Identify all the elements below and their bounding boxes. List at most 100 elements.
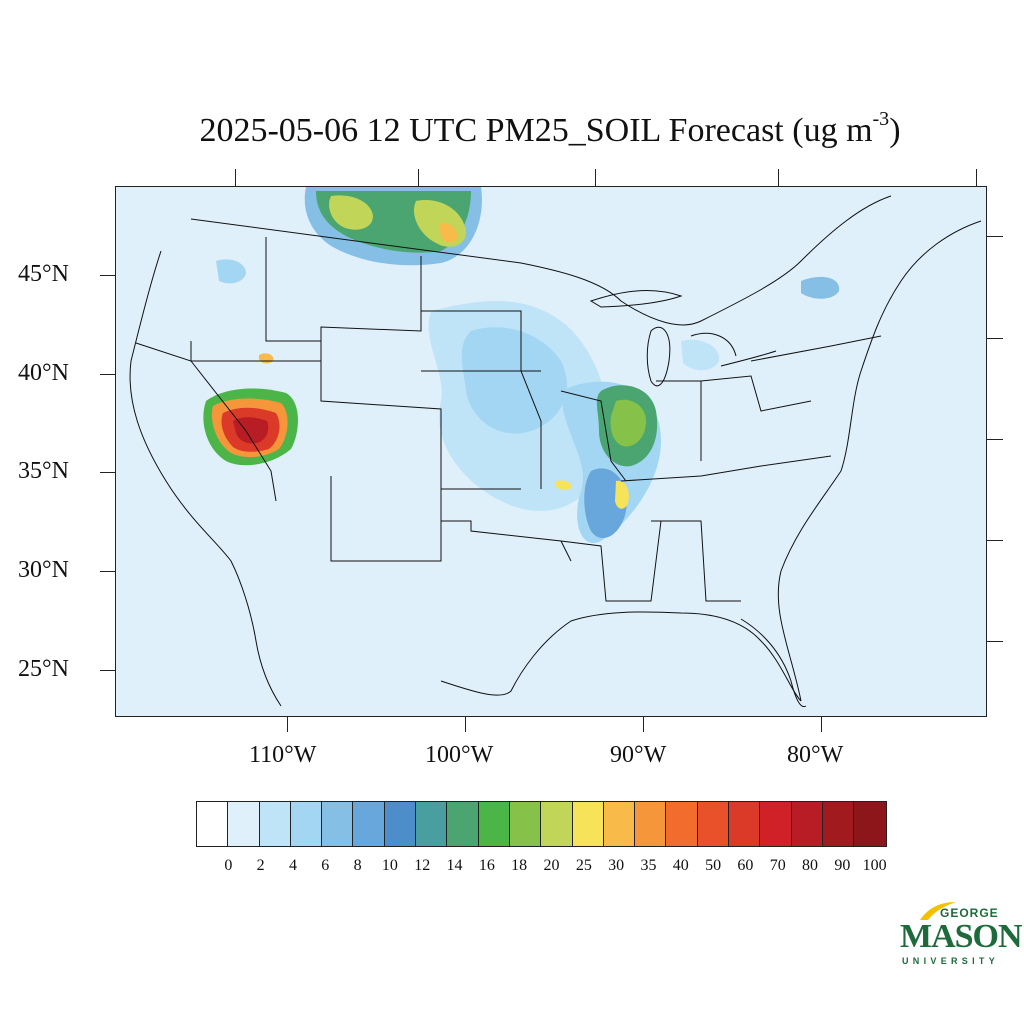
colorbar-label: 2 bbox=[256, 857, 265, 874]
great-lake-superior bbox=[589, 290, 683, 308]
state-line bbox=[135, 342, 277, 502]
state-line bbox=[320, 341, 521, 490]
colorbar-swatch bbox=[290, 802, 323, 846]
top-tick bbox=[778, 169, 779, 186]
colorbar-label: 60 bbox=[737, 857, 754, 874]
plume-utah-small bbox=[259, 353, 274, 364]
state-line bbox=[651, 520, 741, 602]
lon-label-80w: 80°W bbox=[787, 742, 844, 768]
lat-label-35n: 35°N bbox=[18, 458, 69, 484]
top-tick bbox=[595, 169, 596, 186]
left-tick bbox=[100, 472, 115, 473]
colorbar-label: 100 bbox=[862, 857, 887, 874]
right-tick bbox=[987, 540, 1003, 541]
colorbar-swatch bbox=[416, 802, 448, 846]
plume-oregon bbox=[216, 259, 246, 284]
left-tick bbox=[100, 275, 115, 276]
map-panel bbox=[115, 186, 987, 717]
colorbar-swatch bbox=[822, 802, 855, 846]
florida bbox=[740, 618, 807, 708]
logo-line1: GEORGE bbox=[940, 906, 999, 920]
colorbar-swatch bbox=[572, 802, 604, 846]
boundaries bbox=[129, 195, 982, 708]
colorbar-label: 14 bbox=[446, 857, 463, 874]
logo-line3: UNIVERSITY bbox=[902, 956, 1000, 966]
gmu-logo: GEORGE MASON UNIVERSITY bbox=[900, 898, 1023, 970]
title-text: 2025-05-06 12 UTC PM25_SOIL Forecast (ug… bbox=[199, 112, 873, 149]
plume-central-plains-core bbox=[461, 327, 567, 434]
colorbar-label: 16 bbox=[478, 857, 495, 874]
colorbar-swatch bbox=[447, 802, 479, 846]
lon-label-100w: 100°W bbox=[425, 742, 494, 768]
colorbar-label: 4 bbox=[288, 857, 297, 874]
plume-arkansas bbox=[615, 480, 629, 509]
state-line bbox=[421, 370, 542, 489]
colorbar-swatch bbox=[854, 802, 886, 846]
colorbar bbox=[196, 801, 887, 847]
state-line bbox=[421, 310, 541, 372]
colorbar-swatch bbox=[259, 802, 291, 846]
colorbar-label: 0 bbox=[224, 857, 233, 874]
colorbar-swatch bbox=[729, 802, 761, 846]
right-tick bbox=[987, 641, 1003, 642]
colorbar-label: 40 bbox=[672, 857, 689, 874]
colorbar-label: 8 bbox=[353, 857, 362, 874]
top-tick bbox=[418, 169, 419, 186]
plume-northeast bbox=[801, 276, 840, 299]
title-closing: ) bbox=[889, 112, 901, 149]
colorbar-swatch bbox=[197, 802, 229, 846]
left-tick bbox=[100, 374, 115, 375]
right-tick bbox=[987, 338, 1003, 339]
state-line bbox=[560, 390, 627, 482]
colorbar-label: 70 bbox=[769, 857, 786, 874]
colorbar-label: 12 bbox=[414, 857, 431, 874]
lon-label-110w: 110°W bbox=[249, 742, 317, 768]
swoosh-icon bbox=[920, 902, 956, 920]
plume-nevada-hot bbox=[233, 417, 269, 444]
colorbar-swatch bbox=[541, 802, 573, 846]
top-tick bbox=[235, 169, 236, 186]
plume-illinois-core bbox=[610, 399, 646, 447]
title-superscript: -3 bbox=[872, 108, 890, 130]
state-line bbox=[620, 455, 832, 482]
colorbar-label: 20 bbox=[543, 857, 560, 874]
colorbar-swatch bbox=[791, 802, 823, 846]
colorbar-label: 25 bbox=[575, 857, 592, 874]
colorbar-swatch bbox=[760, 802, 792, 846]
lat-label-40n: 40°N bbox=[18, 360, 69, 386]
colorbar-label: 6 bbox=[321, 857, 330, 874]
colorbar-label: 80 bbox=[802, 857, 819, 874]
great-lake-michigan bbox=[646, 326, 671, 387]
state-line bbox=[265, 237, 422, 342]
left-tick bbox=[100, 670, 115, 671]
left-tick bbox=[100, 571, 115, 572]
lat-label-25n: 25°N bbox=[18, 656, 69, 682]
bottom-tick bbox=[465, 717, 466, 732]
great-lake-huron-erie bbox=[690, 332, 777, 367]
colorbar-swatch bbox=[384, 802, 417, 846]
colorbar-label: 10 bbox=[381, 857, 398, 874]
plume-great-lakes bbox=[681, 339, 720, 371]
state-line bbox=[750, 335, 882, 362]
canada-border bbox=[190, 195, 892, 326]
bottom-tick bbox=[643, 717, 644, 732]
coastline-west bbox=[129, 250, 282, 707]
state-line bbox=[560, 520, 662, 602]
plume-kansas-blob bbox=[556, 480, 572, 490]
chart-title: 2025-05-06 12 UTC PM25_SOIL Forecast (ug… bbox=[0, 108, 1024, 150]
colorbar-swatch bbox=[353, 802, 385, 846]
plume-montana-hot bbox=[439, 222, 458, 243]
top-tick bbox=[976, 169, 977, 186]
colorbar-swatch bbox=[603, 802, 636, 846]
bottom-tick bbox=[821, 717, 822, 732]
map-svg bbox=[129, 187, 982, 708]
colorbar-swatch bbox=[666, 802, 698, 846]
colorbar-swatch bbox=[478, 802, 510, 846]
colorbar-label: 35 bbox=[640, 857, 657, 874]
state-line bbox=[700, 375, 812, 412]
right-tick bbox=[987, 439, 1003, 440]
pm25-shading bbox=[203, 187, 840, 543]
state-line bbox=[330, 476, 442, 562]
logo-line2: MASON bbox=[900, 918, 1023, 955]
colorbar-label: 30 bbox=[608, 857, 625, 874]
